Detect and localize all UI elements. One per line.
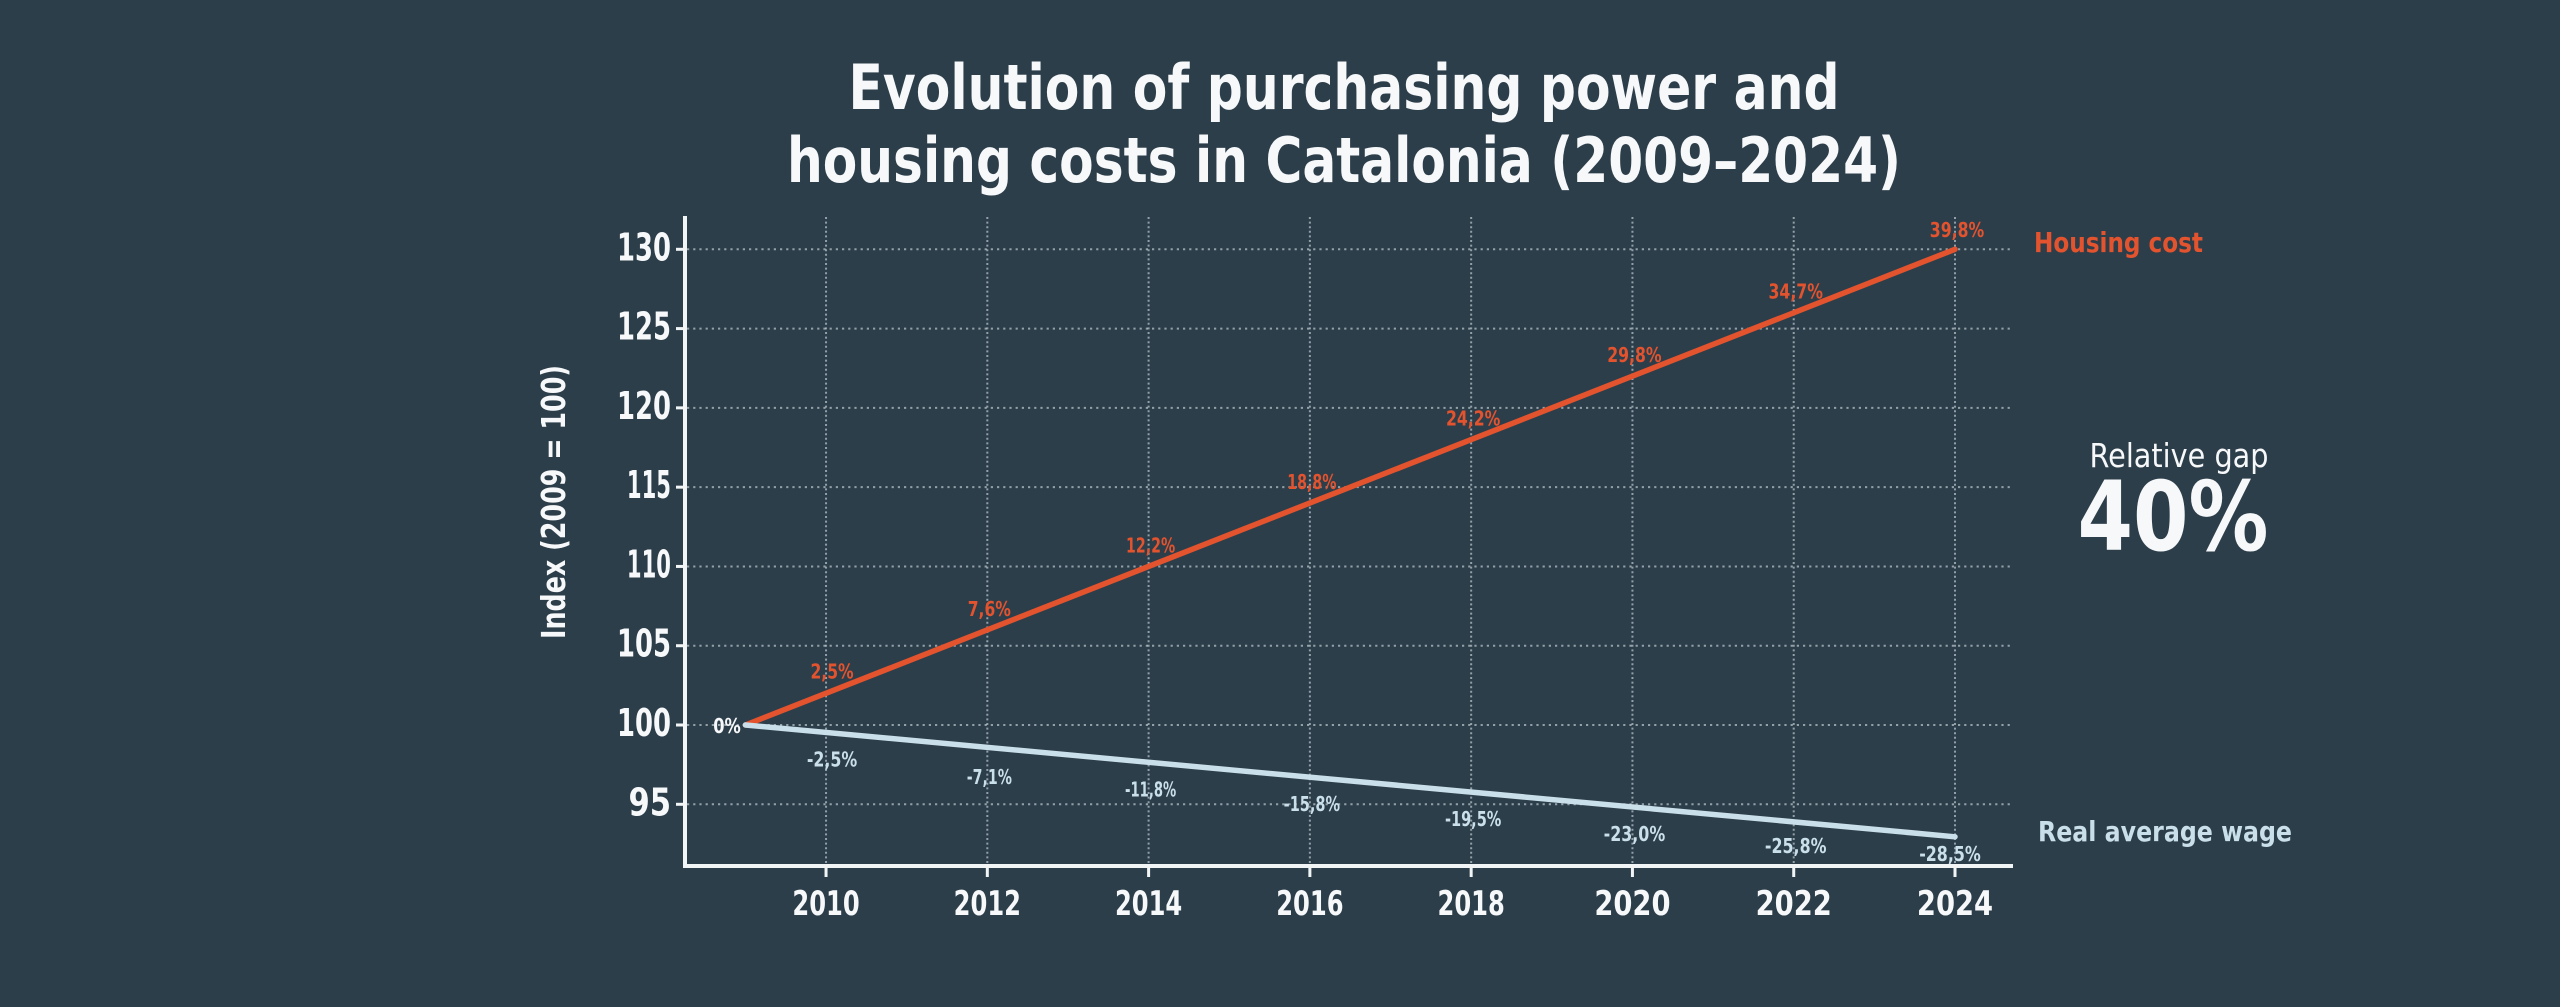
housing-label-2016: 18,8% (1287, 470, 1336, 494)
y-tick-label-125: 125 (617, 305, 671, 349)
x-tick-label-2012: 2012 (954, 884, 1021, 924)
wage-label-2010: -2,5% (807, 747, 857, 771)
housing-cost-labels: 2,5% 7,6% 12,2% 18,8% 24,2% 29,8% 34,7% 39,8% (810, 218, 1984, 683)
wage-label-2016: -15,8% (1284, 792, 1340, 816)
chart-title-line2: housing costs in Catalonia (2009–2024) (787, 124, 1901, 197)
housing-label-2012: 7,6% (968, 597, 1011, 621)
y-tick-marks (676, 247, 684, 806)
housing-label-2020: 29,8% (1607, 343, 1661, 367)
y-tick-label-130: 130 (617, 225, 671, 269)
x-tick-label-2014: 2014 (1115, 884, 1182, 924)
wage-label-2014: -11,8% (1125, 777, 1176, 801)
wage-label-2024: -28,5% (1919, 842, 1981, 866)
y-tick-label-115: 115 (627, 463, 671, 507)
housing-label-2024: 39,8% (1930, 218, 1984, 242)
x-gridlines (825, 217, 1956, 864)
wage-label-2022: -25,8% (1765, 834, 1827, 858)
origin-label: 0% (713, 714, 741, 738)
x-tick-label-2022: 2022 (1756, 884, 1832, 924)
housing-label-2018: 24,2% (1446, 407, 1500, 431)
housing-label-2022: 34,7% (1769, 280, 1823, 304)
relative-gap-value: 40% (2078, 461, 2269, 573)
real-average-wage-labels: -2,5% -7,1% -11,8% -15,8% -19,5% -23,0% -25,8%… (807, 747, 1981, 865)
y-tick-label-95: 95 (628, 780, 671, 824)
relative-gap-label: Relative gap (2090, 436, 2269, 475)
x-tick-label-2010: 2010 (792, 884, 859, 924)
y-tick-labels: 95 100 105 110 115 120 125 130 (617, 225, 671, 824)
y-tick-label-120: 120 (617, 384, 671, 428)
y-tick-label-110: 110 (627, 542, 671, 586)
wage-label-2018: -19,5% (1445, 807, 1501, 831)
series-label-housing: Housing cost (2034, 226, 2203, 259)
real-average-wage-line (742, 722, 1958, 840)
x-tick-label-2024: 2024 (1917, 884, 1993, 924)
x-tick-label-2020: 2020 (1594, 884, 1670, 924)
housing-label-2010: 2,5% (810, 659, 853, 683)
x-tick-label-2018: 2018 (1438, 884, 1505, 924)
x-tick-marks (824, 867, 1957, 877)
y-axis-title: Index (2009 = 100) (534, 365, 573, 639)
housing-label-2014: 12,2% (1126, 533, 1175, 557)
wage-label-2020: -23,0% (1604, 822, 1666, 846)
housing-cost-line (742, 246, 1958, 728)
y-gridlines (687, 248, 2013, 806)
y-tick-label-105: 105 (617, 622, 671, 666)
series-label-wage: Real average wage (2038, 815, 2292, 848)
chart-title-line1: Evolution of purchasing power and (849, 51, 1840, 124)
wage-label-2012: -7,1% (967, 765, 1012, 789)
x-tick-labels: 2010 2012 2014 2016 2018 2020 2022 2024 (792, 884, 1993, 924)
y-tick-label-100: 100 (617, 701, 671, 745)
x-tick-label-2016: 2016 (1276, 884, 1343, 924)
